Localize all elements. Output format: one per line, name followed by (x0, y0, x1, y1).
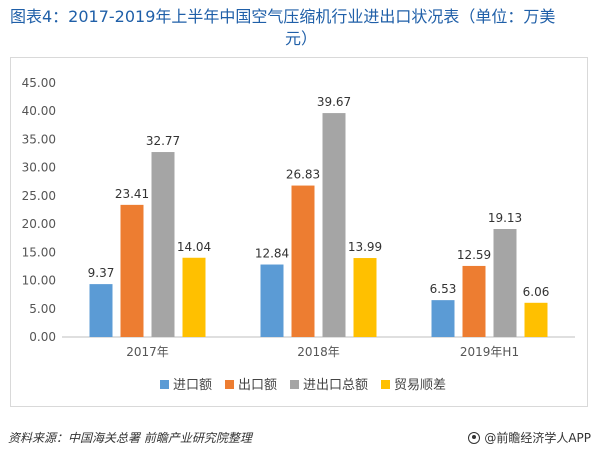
brand-credit: @前瞻经济学人APP (468, 429, 591, 446)
data-label: 32.77 (146, 134, 180, 148)
y-tick-label: 20.00 (22, 217, 56, 231)
data-label: 19.13 (488, 211, 522, 225)
bar-export (462, 265, 486, 337)
chart-title-line2: 元） (284, 29, 317, 48)
legend-label-total: 进出口总额 (303, 378, 368, 393)
y-tick-label: 15.00 (22, 245, 56, 259)
source-note: 资料来源：中国海关总署 前瞻产业研究院整理 (8, 431, 252, 445)
bar-import (89, 284, 113, 337)
chart-frame (10, 57, 588, 407)
legend-swatch-balance (381, 380, 390, 389)
brand-logo-icon (468, 431, 481, 444)
chart-title: 图表4：2017-2019年上半年中国空气压缩机行业进出口状况表（单位：万美 元… (10, 6, 592, 50)
bar-balance (524, 302, 548, 337)
y-tick-label: 10.00 (22, 274, 56, 288)
bar-import (431, 300, 455, 337)
legend-swatch-total (290, 380, 299, 389)
legend-label-import: 进口额 (173, 378, 212, 393)
data-label: 13.99 (348, 240, 382, 254)
data-label: 12.59 (457, 248, 491, 262)
data-label: 12.84 (255, 247, 289, 261)
y-tick-label: 5.00 (29, 302, 56, 316)
x-category-label: 2017年 (126, 345, 169, 359)
data-label: 6.06 (523, 285, 550, 299)
data-label: 9.37 (88, 266, 115, 280)
bar-import (260, 264, 284, 337)
legend-label-balance: 贸易顺差 (394, 378, 446, 393)
chart-title-line1: 图表4：2017-2019年上半年中国空气压缩机行业进出口状况表（单位：万美 (10, 7, 556, 26)
data-label: 14.04 (177, 240, 211, 254)
bar-total (151, 152, 175, 337)
bar-total (493, 229, 517, 337)
y-tick-label: 45.00 (22, 76, 56, 90)
data-label: 6.53 (430, 282, 457, 296)
bar-balance (182, 257, 206, 337)
bar-export (120, 204, 144, 337)
legend-swatch-import (160, 380, 169, 389)
bar-total (322, 113, 346, 337)
legend-label-export: 出口额 (238, 378, 277, 393)
brand-credit-text: @前瞻经济学人APP (484, 431, 591, 445)
legend-swatch-export (225, 380, 234, 389)
x-category-label: 2019年H1 (460, 345, 519, 359)
y-tick-label: 35.00 (22, 132, 56, 146)
y-tick-label: 40.00 (22, 104, 56, 118)
bar-export (291, 185, 315, 337)
bar-balance (353, 258, 377, 337)
x-category-label: 2018年 (297, 345, 340, 359)
data-label: 26.83 (286, 168, 320, 182)
y-tick-label: 30.00 (22, 161, 56, 175)
y-tick-label: 0.00 (29, 330, 56, 344)
y-tick-label: 25.00 (22, 189, 56, 203)
data-label: 39.67 (317, 95, 351, 109)
data-label: 23.41 (115, 187, 149, 201)
